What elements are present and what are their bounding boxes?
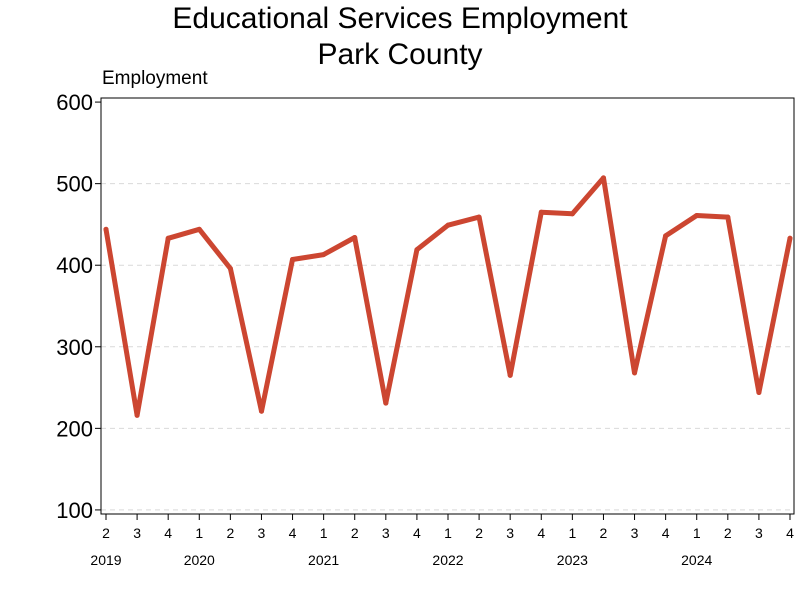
y-tick-label: 100: [56, 498, 93, 523]
data-point: [476, 214, 482, 220]
data-point: [258, 408, 264, 414]
y-tick-label: 400: [56, 253, 93, 278]
data-point: [352, 234, 358, 240]
data-point: [507, 372, 513, 378]
x-year-label: 2023: [557, 552, 588, 568]
data-point: [290, 257, 296, 263]
data-point: [196, 226, 202, 232]
x-tick-label: 1: [320, 525, 328, 541]
data-point: [569, 211, 575, 217]
data-point: [632, 370, 638, 376]
x-tick-label: 3: [382, 525, 390, 541]
data-point: [694, 212, 700, 218]
x-year-label: 2022: [432, 552, 463, 568]
data-point: [725, 214, 731, 220]
x-tick-label: 2: [475, 525, 483, 541]
x-tick-label: 1: [444, 525, 452, 541]
x-tick-label: 2: [226, 525, 234, 541]
data-point: [663, 233, 669, 239]
data-point: [227, 265, 233, 271]
x-tick-label: 4: [786, 525, 794, 541]
data-point: [165, 235, 171, 241]
data-point: [321, 252, 327, 258]
chart-subtitle: Park County: [317, 38, 483, 71]
x-tick-label: 1: [568, 525, 576, 541]
x-tick-label: 3: [755, 525, 763, 541]
y-tick-label: 600: [56, 90, 93, 115]
series-line: [103, 175, 793, 418]
data-point: [787, 235, 793, 241]
x-tick-label: 4: [413, 525, 421, 541]
x-tick-label: 4: [164, 525, 172, 541]
x-tick-label: 3: [133, 525, 141, 541]
data-point: [445, 222, 451, 228]
x-year-label: 2024: [681, 552, 712, 568]
x-tick-label: 1: [693, 525, 701, 541]
x-year-label: 2020: [184, 552, 215, 568]
x-tick-label: 2: [600, 525, 608, 541]
y-axis-label: Employment: [102, 68, 208, 89]
chart-title: Educational Services Employment: [172, 2, 628, 35]
data-point: [756, 389, 762, 395]
data-point: [538, 209, 544, 215]
data-point: [600, 175, 606, 181]
x-tick-label: 1: [195, 525, 203, 541]
x-tick-label: 2: [724, 525, 732, 541]
x-tick-label: 2: [351, 525, 359, 541]
x-year-label: 2021: [308, 552, 339, 568]
x-tick-label: 4: [537, 525, 545, 541]
x-year-label: 2019: [90, 552, 121, 568]
y-tick-label: 500: [56, 172, 93, 197]
x-tick-label: 3: [258, 525, 266, 541]
x-tick-label: 3: [631, 525, 639, 541]
data-point: [383, 400, 389, 406]
x-tick-label: 4: [662, 525, 670, 541]
x-tick-label: 2: [102, 525, 110, 541]
y-tick-label: 200: [56, 416, 93, 441]
plot-frame: [100, 97, 795, 515]
data-point: [134, 412, 140, 418]
x-tick-label: 4: [289, 525, 297, 541]
x-tick-label: 3: [506, 525, 514, 541]
data-point: [414, 247, 420, 253]
y-tick-label: 300: [56, 335, 93, 360]
data-point: [103, 226, 109, 232]
